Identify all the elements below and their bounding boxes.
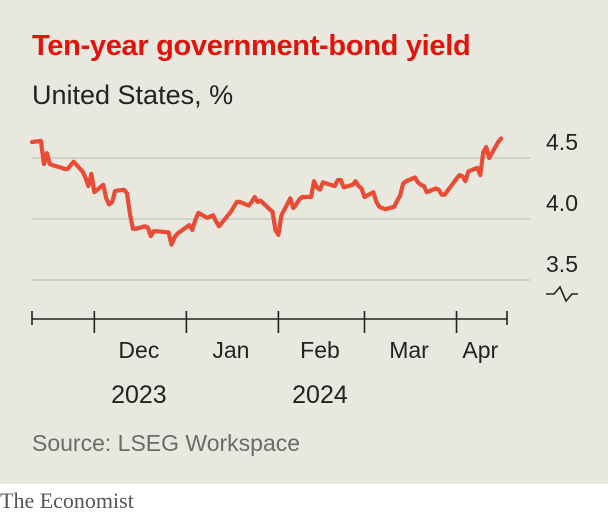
x-tick-label: Mar <box>389 337 429 363</box>
chart-panel <box>0 0 608 484</box>
x-year-label: 2024 <box>292 381 348 409</box>
brand-logo-text: The Economist <box>0 488 134 513</box>
x-tick-label: Dec <box>118 337 159 363</box>
axis-break-icon <box>546 285 578 303</box>
chart-title: Ten-year government-bond yield <box>32 30 471 62</box>
x-year-label: 2023 <box>111 381 167 409</box>
chart-subtitle: United States, % <box>32 80 234 110</box>
x-tick-label: Jan <box>212 337 249 363</box>
line-chart: 3.5 4.0 4.5 Dec Jan Feb Mar Apr 2023 2024 <box>29 129 578 409</box>
y-tick-label: 4.5 <box>546 129 578 155</box>
source-note: Source: LSEG Workspace <box>32 430 301 456</box>
series-line <box>29 136 504 247</box>
x-tick-label: Feb <box>300 337 340 363</box>
y-tick-label: 3.5 <box>546 251 578 277</box>
y-tick-label: 4.0 <box>546 190 578 216</box>
x-tick-label: Apr <box>462 337 498 363</box>
